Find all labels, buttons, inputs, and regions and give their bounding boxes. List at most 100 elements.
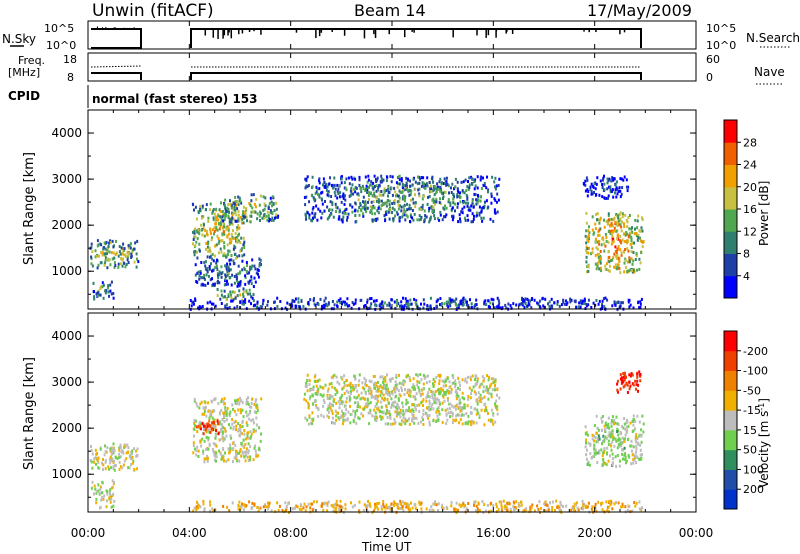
data-point [632,418,635,421]
data-point [610,499,613,503]
data-point [224,206,227,209]
data-point [630,439,633,443]
data-point [612,177,615,181]
data-point [209,430,212,434]
data-point [631,419,634,423]
data-point [230,299,233,303]
data-point [435,200,438,204]
data-point [127,253,130,257]
data-point [193,231,196,235]
data-point [383,187,386,191]
data-point [307,406,310,410]
data-point [437,373,440,377]
data-point [463,403,466,407]
data-point [613,229,616,233]
data-point [265,214,268,218]
data-point [456,187,459,191]
data-point [219,452,222,456]
data-point [525,507,527,511]
data-point [234,296,237,300]
data-point [639,229,642,233]
data-point [380,199,383,203]
data-point [426,406,429,410]
data-point [340,414,343,418]
data-point [194,244,197,248]
data-point [311,175,314,179]
data-point [611,230,614,234]
data-point [349,381,352,385]
data-point [406,208,409,212]
data-point [530,306,533,310]
data-point [591,251,594,255]
data-point [257,275,260,279]
data-point [599,216,602,220]
freq-label: Freq. [18,54,45,67]
data-point [125,451,128,455]
nsky-label: N.Sky [2,32,36,46]
data-point [435,190,438,194]
data-point [237,272,240,276]
data-point [340,505,343,509]
data-point [418,181,421,185]
data-point [613,422,615,426]
data-point [461,378,464,382]
data-point [445,379,448,383]
data-point [607,439,610,443]
data-point [212,208,215,211]
data-point [319,385,322,389]
data-point [497,303,500,307]
data-point [354,190,357,194]
data-point [404,419,407,423]
data-point [451,182,454,186]
data-point [417,386,420,389]
data-point [335,210,337,213]
data-point [560,503,563,507]
data-point [97,483,100,487]
data-point [128,455,131,458]
data-point [606,187,609,191]
data-point [247,396,250,400]
data-point [214,221,217,225]
data-point [627,424,630,428]
data-point [264,196,267,200]
data-point [479,176,482,180]
data-point [322,398,325,402]
data-point [380,505,383,509]
data-point [623,240,626,244]
data-point [490,509,493,513]
data-point [638,433,641,437]
data-point [608,269,611,273]
data-point [621,502,624,506]
data-point [392,404,395,408]
data-point [623,422,626,426]
data-point [393,208,396,212]
data-point [110,486,113,490]
colorbar-swatch [724,469,737,490]
data-point [603,438,606,442]
data-point [394,306,397,310]
data-point [339,499,342,503]
data-point [601,302,603,306]
data-point [521,296,523,300]
data-point [212,509,215,513]
data-point [397,182,400,186]
data-point [317,207,320,211]
data-point [495,405,498,409]
data-point [238,400,241,404]
data-point [385,210,388,214]
data-point [559,500,562,504]
data-point [203,223,205,227]
data-point [594,187,597,191]
data-point [272,202,275,206]
data-point [117,262,120,266]
data-point [343,211,346,215]
data-point [492,422,495,426]
data-point [101,285,104,289]
data-point [459,191,461,195]
data-point [201,233,204,237]
data-point [100,251,103,254]
data-point [239,396,242,400]
data-point [308,200,310,204]
data-point [223,225,226,229]
